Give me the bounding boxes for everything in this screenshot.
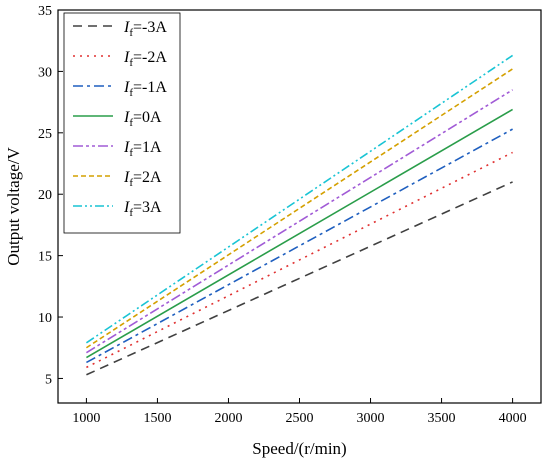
legend-label: If=1A [123,139,162,159]
x-tick-label: 1500 [143,411,171,426]
legend-label: If=-2A [123,49,167,69]
x-axis-title: Speed/(r/min) [252,439,346,458]
y-tick-label: 5 [45,372,52,387]
series-line [85,68,514,349]
y-tick-label: 25 [38,127,52,142]
y-tick-label: 10 [38,311,52,326]
x-tick-label: 3500 [428,411,456,426]
series-line [85,89,514,354]
series-line [86,128,513,364]
axis-ticks: 1000 1500 2000 2500 3000 3500 4000 5 10 15 20 25 30 3… [38,4,527,426]
x-tick-label: 2500 [286,411,314,426]
x-tick-label: 2000 [214,411,242,426]
x-tick-label: 4000 [499,411,527,426]
y-tick-label: 15 [38,250,52,265]
series-line [86,108,513,359]
legend: If=-3A If=-2A If=-1A If=0A If=1A If=2A If=3A [63,12,181,234]
legend-label: If=3A [123,199,162,219]
y-tick-label: 35 [38,4,52,19]
legend-label: If=0A [123,109,162,129]
series-layer [85,54,514,376]
y-tick-label: 20 [38,188,52,203]
series-line [86,181,513,376]
x-tick-label: 1000 [72,411,100,426]
legend-label: If=-3A [123,19,167,39]
series-line [86,151,513,369]
legend-label: If=-1A [123,79,167,99]
legend-label: If=2A [123,169,162,189]
y-tick-label: 30 [38,65,52,80]
legend-box [63,12,181,234]
x-tick-label: 3000 [357,411,385,426]
y-axis-title: Output voltage/V [4,147,23,266]
